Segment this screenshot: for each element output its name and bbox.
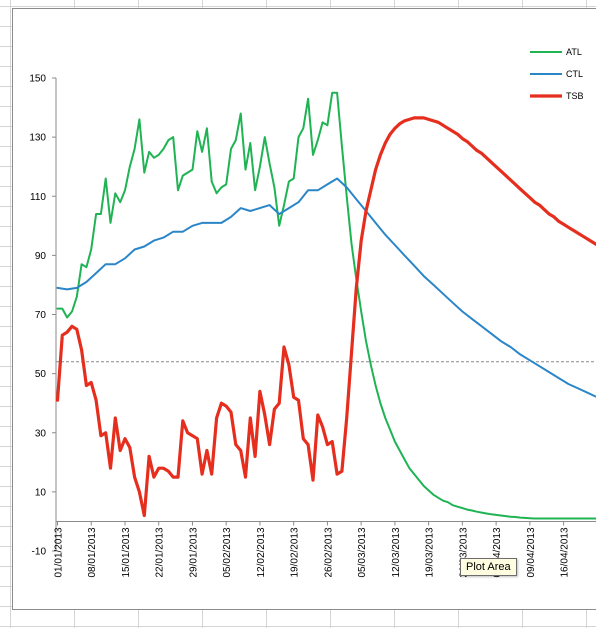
x-tick-label: 12/02/2013 (256, 527, 267, 577)
y-tick-label: 50 (35, 369, 47, 380)
y-tick-label: 150 (29, 74, 46, 85)
plot-area-tooltip: Plot Area (460, 558, 517, 576)
y-tick-label: 90 (35, 251, 47, 262)
y-tick-label: -10 (32, 547, 47, 558)
series-line-tsb (55, 116, 596, 518)
x-tick-label: 19/02/2013 (290, 527, 301, 577)
x-tick-label: 29/01/2013 (188, 527, 199, 577)
y-tick-label: 10 (35, 487, 47, 498)
x-tick-label: 19/03/2013 (425, 527, 436, 577)
y-tick-label: 70 (35, 310, 47, 321)
x-tick-label: 16/04/2013 (560, 527, 571, 577)
x-tick-label: 09/04/2013 (526, 527, 537, 577)
x-tick-label: 05/02/2013 (222, 527, 233, 577)
y-tick-label: 30 (35, 428, 47, 439)
series-line-atl (56, 91, 596, 520)
x-tick-label: 08/01/2013 (87, 527, 98, 577)
x-tick-label: 15/01/2013 (121, 527, 132, 577)
x-tick-label: 01/01/2013 (54, 527, 65, 577)
series-line-ctl (56, 177, 596, 398)
x-tick-label: 02/04/2013 (492, 527, 503, 577)
legend-label-atl: ATL (566, 47, 582, 57)
x-tick-label: 26/02/2013 (323, 527, 334, 577)
x-tick-label: 22/01/2013 (155, 527, 166, 577)
legend-label-ctl: CTL (566, 69, 583, 79)
x-tick-label: 05/03/2013 (357, 527, 368, 577)
x-tick-label: 26/03/2013 (458, 527, 469, 577)
y-tick-label: 130 (29, 133, 46, 144)
chart-area[interactable] (12, 8, 596, 610)
y-tick-label: 110 (30, 192, 46, 203)
x-tick-label: 12/03/2013 (391, 527, 402, 577)
legend-label-tsb: TSB (566, 91, 584, 101)
